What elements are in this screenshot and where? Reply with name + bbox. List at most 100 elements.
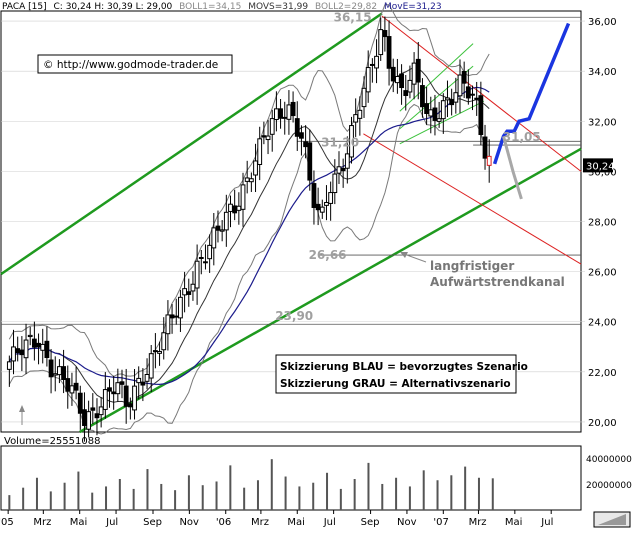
candle-body bbox=[173, 315, 179, 318]
candle-body bbox=[157, 350, 162, 354]
candle-body bbox=[453, 92, 459, 103]
volume-bar bbox=[270, 459, 273, 510]
volume-bar bbox=[229, 465, 232, 510]
channel-label-arrowhead bbox=[400, 252, 408, 258]
candle-body bbox=[132, 385, 137, 411]
volume-bar bbox=[326, 472, 329, 510]
volume-bar bbox=[381, 483, 384, 510]
candle-body bbox=[411, 62, 417, 85]
volume-bars bbox=[8, 459, 494, 510]
level-label-23-90: 23,90 bbox=[275, 309, 313, 323]
channel-upper-line bbox=[0, 12, 383, 276]
candle-body bbox=[440, 100, 446, 120]
candle-body bbox=[482, 136, 488, 159]
candle-body bbox=[407, 79, 413, 93]
y-tick-label: 34,00 bbox=[588, 67, 617, 78]
candle-body bbox=[445, 97, 450, 101]
candle-body bbox=[428, 109, 434, 117]
volume-bar bbox=[395, 477, 398, 510]
candle-body bbox=[19, 349, 25, 356]
candle-body bbox=[349, 125, 354, 158]
candle-body bbox=[194, 260, 200, 289]
candle-body bbox=[474, 97, 480, 100]
candle-body bbox=[332, 173, 338, 194]
candle-body bbox=[186, 291, 192, 295]
volume-bar bbox=[422, 470, 425, 510]
candle-body bbox=[123, 385, 129, 407]
short-channel-line bbox=[399, 43, 474, 112]
candle-body bbox=[140, 381, 146, 386]
candle-body bbox=[219, 229, 225, 232]
volume-bar bbox=[63, 482, 66, 510]
candle-body bbox=[478, 95, 484, 136]
candle-body bbox=[15, 348, 21, 354]
candle-body bbox=[111, 391, 117, 395]
candle-body bbox=[357, 109, 363, 119]
candle-body bbox=[340, 167, 346, 172]
volume-bar bbox=[464, 466, 467, 510]
candle-body bbox=[261, 135, 267, 138]
x-tick-label: Nov bbox=[179, 517, 199, 528]
volume-tick-40m: 40000000 bbox=[586, 455, 632, 465]
channel-label-line-2: Aufwärtstrendkanal bbox=[430, 275, 565, 289]
candle-body bbox=[215, 225, 221, 231]
candle-body bbox=[299, 132, 304, 139]
candle-body bbox=[311, 183, 317, 208]
x-tick-label: '05 bbox=[0, 517, 14, 528]
volume-bar bbox=[215, 481, 218, 510]
candle-body bbox=[294, 118, 300, 137]
last-price-tag bbox=[583, 158, 613, 173]
legend-blue-text: Skizzierung BLAU = bevorzugtes Szenario bbox=[280, 361, 528, 373]
candle-body bbox=[457, 74, 463, 97]
candle-body bbox=[436, 118, 442, 122]
candle-body bbox=[203, 261, 208, 264]
volume-bar bbox=[436, 480, 439, 510]
bollinger-lower-label: BOLL2=29,82 bbox=[315, 2, 377, 12]
candle-body bbox=[286, 104, 292, 120]
candle-body bbox=[36, 342, 41, 348]
candle-body bbox=[148, 353, 154, 379]
candle-body bbox=[307, 142, 313, 181]
volume-bar bbox=[118, 479, 121, 510]
volume-bar bbox=[91, 492, 94, 510]
candle-body bbox=[77, 392, 83, 414]
candle-body bbox=[11, 346, 16, 362]
candle-body bbox=[319, 206, 325, 213]
support-resistance-lines bbox=[1, 16, 581, 325]
candle-body bbox=[161, 332, 167, 351]
candle-body bbox=[470, 93, 475, 96]
candle-body bbox=[248, 178, 254, 183]
candle-body bbox=[127, 403, 133, 408]
candle-body bbox=[303, 141, 309, 148]
volume-bar bbox=[284, 476, 287, 510]
candle-body bbox=[486, 155, 492, 166]
moving-average-short bbox=[8, 66, 490, 404]
copyright-text[interactable]: © http://www.godmode-trader.de bbox=[43, 59, 218, 71]
candle-body bbox=[61, 366, 66, 381]
volume-bar bbox=[243, 487, 246, 510]
x-tick-label: '06 bbox=[216, 517, 231, 528]
level-label-26-66: 26,66 bbox=[309, 248, 347, 262]
level-label-31-20: 31,20 bbox=[321, 135, 359, 149]
volume-bar bbox=[160, 483, 163, 510]
symbol-label: PACA [15] bbox=[2, 2, 47, 12]
volume-bar bbox=[77, 471, 80, 510]
candle-body bbox=[178, 296, 183, 319]
candle-body bbox=[69, 385, 75, 394]
candlesticks bbox=[6, 16, 492, 442]
candle-body bbox=[57, 366, 62, 376]
candle-body bbox=[369, 63, 375, 66]
candle-body bbox=[365, 67, 371, 93]
chart-header: PACA [15] C: 30,24 H: 30,39 L: 29,00 BOL… bbox=[2, 2, 442, 12]
volume-bar bbox=[105, 486, 108, 510]
candle-body bbox=[382, 30, 388, 38]
x-tick-label: Jul bbox=[323, 517, 336, 528]
volume-bar bbox=[408, 486, 411, 510]
candle-body bbox=[415, 58, 421, 83]
volume-panel bbox=[0, 445, 582, 511]
channel-label-line-1: langfristiger bbox=[430, 259, 514, 273]
candle-body bbox=[152, 350, 158, 353]
x-tick-label: '07 bbox=[433, 517, 448, 528]
candle-body bbox=[315, 203, 321, 211]
candle-body bbox=[432, 107, 438, 121]
